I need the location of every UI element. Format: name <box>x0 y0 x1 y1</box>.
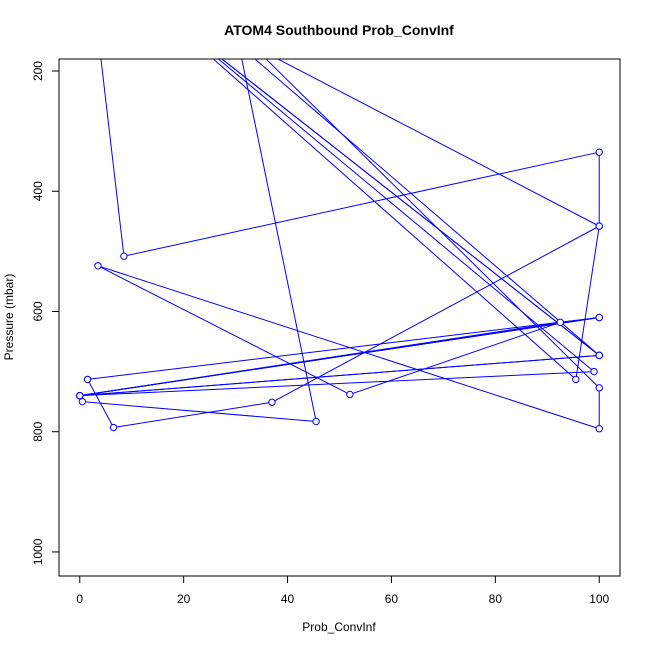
data-point <box>94 262 102 270</box>
series-line-segment <box>100 59 125 257</box>
series-line-segment <box>212 59 577 380</box>
data-point <box>595 425 603 433</box>
series-line-segment <box>217 59 595 372</box>
y-tick-label: 1000 <box>31 538 45 565</box>
series-line-segment <box>79 317 600 397</box>
series-line-segment <box>97 265 351 395</box>
series-line-segment <box>221 59 600 356</box>
x-axis-label: Prob_ConvInf <box>302 620 376 634</box>
series-line-segment <box>97 265 600 430</box>
data-point <box>595 222 603 230</box>
series-line-segment <box>349 321 561 395</box>
data-point <box>312 417 320 426</box>
x-tick-label: 60 <box>385 592 399 606</box>
data-point <box>595 384 603 392</box>
plot-frame <box>58 58 621 577</box>
data-point <box>76 391 84 400</box>
data-point <box>595 148 603 156</box>
series-line-segment <box>254 59 600 356</box>
series-line-segment <box>276 59 600 227</box>
series-line-segment <box>79 354 600 397</box>
series-line-segment <box>271 225 600 403</box>
series-line-segment <box>575 226 600 380</box>
series-line-segment <box>113 401 273 429</box>
chart-title: ATOM4 Southbound Prob_ConvInf <box>224 22 454 38</box>
series-line-segment <box>265 59 600 389</box>
data-point <box>120 252 128 260</box>
data-point <box>268 398 276 406</box>
y-tick-label: 200 <box>31 61 45 81</box>
data-point <box>556 318 564 327</box>
y-tick-label: 600 <box>31 301 45 321</box>
series-line-segment <box>79 371 595 397</box>
series-line-segment <box>82 401 317 422</box>
data-point <box>595 313 603 322</box>
x-tick-label: 20 <box>177 592 191 606</box>
data-point <box>595 351 603 360</box>
y-axis-label: Pressure (mbar) <box>2 274 16 361</box>
data-point <box>83 375 92 384</box>
data-point <box>109 423 118 432</box>
x-tick-label: 40 <box>281 592 295 606</box>
series-line-segment <box>123 151 600 257</box>
x-tick-label: 100 <box>589 592 609 606</box>
x-tick-label: 0 <box>76 592 83 606</box>
y-tick-label: 800 <box>31 421 45 441</box>
series-layer <box>76 59 603 433</box>
data-point <box>78 397 87 406</box>
series-line-segment <box>87 317 600 380</box>
data-point <box>346 390 354 399</box>
series-line-segment <box>241 59 317 422</box>
data-point <box>590 367 598 376</box>
x-tick-label: 80 <box>489 592 503 606</box>
x-axis: 0 20 40 60 80 100 <box>76 575 610 606</box>
y-axis: 200 400 600 800 1000 <box>31 61 60 565</box>
y-tick-label: 400 <box>31 181 45 201</box>
data-point <box>572 375 580 384</box>
